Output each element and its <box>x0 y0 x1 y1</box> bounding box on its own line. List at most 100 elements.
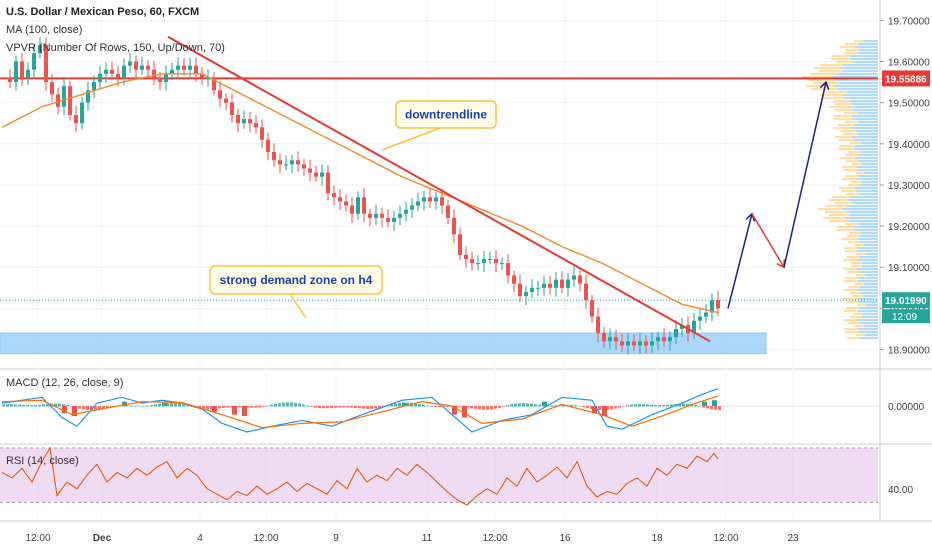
volume-profile-bar-up <box>848 214 878 217</box>
candle-body <box>470 259 474 264</box>
macd-histogram-bar <box>702 406 705 408</box>
macd-histogram-bar <box>18 404 21 407</box>
volume-profile-bar-up <box>856 238 878 241</box>
macd-histogram-bar <box>494 406 497 409</box>
volume-profile-bar-down <box>843 289 858 292</box>
volume-profile-bar-down <box>851 262 862 265</box>
volume-profile-bar-down <box>845 160 859 163</box>
macd-histogram-bar <box>530 403 533 407</box>
y-tick-label: 19.10000 <box>888 263 930 274</box>
volume-profile-bar-down <box>844 328 858 331</box>
macd-histogram-bar <box>278 403 281 407</box>
volume-profile-bar-up <box>851 127 878 130</box>
candle-body <box>596 316 600 334</box>
volume-profile-bar-up <box>858 307 878 310</box>
candle-body <box>68 86 72 115</box>
macd-histogram-bar <box>330 406 333 409</box>
macd-histogram-bar <box>206 406 209 410</box>
volume-profile-bar-up <box>857 280 878 283</box>
macd-histogram-bar <box>78 406 81 409</box>
volume-profile-bar-down <box>843 133 858 136</box>
candle-body <box>152 69 156 78</box>
macd-histogram-bar <box>618 406 621 408</box>
volume-profile-bar-down <box>834 202 852 205</box>
volume-profile-bar-up <box>853 229 878 232</box>
candle-body <box>614 337 618 342</box>
vpvr-legend[interactable]: VPVR (Number Of Rows, 150, Up/Down, 70) <box>6 42 225 54</box>
volume-profile-bar-up <box>856 166 878 169</box>
volume-profile-bar-up <box>865 304 878 307</box>
ma-legend[interactable]: MA (100, close) <box>6 24 83 36</box>
rsi-legend[interactable]: RSI (14, close) <box>6 455 79 467</box>
volume-profile-bar-down <box>847 337 860 340</box>
volume-profile-bar-down <box>821 97 844 100</box>
volume-profile-bar-down <box>820 94 844 97</box>
volume-profile-bar-down <box>845 154 859 157</box>
volume-profile-bar-down <box>838 148 855 151</box>
resistance-price-badge-bg <box>882 70 930 87</box>
macd-histogram-bar <box>290 402 293 407</box>
volume-profile-bar-down <box>837 229 854 232</box>
volume-profile-bar-down <box>844 121 859 124</box>
macd-histogram-bar <box>338 406 341 408</box>
projection-arrow <box>783 81 827 268</box>
candle-body <box>506 263 510 276</box>
macd-legend[interactable]: MACD (12, 26, close, 9) <box>6 377 124 389</box>
rsi-line <box>1 446 719 506</box>
x-tick-label: 18 <box>651 533 663 544</box>
volume-profile-bar-down <box>844 49 859 52</box>
volume-profile-bar-down <box>829 106 849 109</box>
candle-body <box>284 164 288 166</box>
macd-histogram-bar <box>434 406 437 407</box>
candle-body <box>338 197 342 202</box>
candle-body <box>50 82 54 95</box>
volume-profile-bar-up <box>846 205 878 208</box>
volume-profile-bar-down <box>805 85 835 88</box>
candle-body <box>476 263 480 265</box>
volume-profile-bar-up <box>860 151 878 154</box>
macd-histogram-bar <box>70 406 73 407</box>
volume-profile-bar-up <box>858 175 878 178</box>
candle-body <box>398 213 402 218</box>
volume-profile-bar-up <box>859 241 878 244</box>
countdown-badge-bg <box>882 309 930 324</box>
macd-histogram-bar <box>58 403 61 407</box>
y-tick-label: 18.90000 <box>888 346 930 357</box>
volume-profile-bar-down <box>836 226 854 229</box>
x-tick-label: 4 <box>197 533 203 544</box>
volume-profile-bar-down <box>825 205 847 208</box>
macd-histogram-bar <box>374 406 377 409</box>
x-tick-label: 9 <box>333 533 339 544</box>
macd-histogram-bar <box>86 406 89 410</box>
macd-histogram-bar <box>2 404 5 407</box>
macd-histogram-bar <box>270 404 273 407</box>
candle-body <box>134 61 138 70</box>
candle-body <box>200 73 204 78</box>
candle-body <box>98 73 102 83</box>
candle-body <box>188 65 192 70</box>
volume-profile-bar-up <box>860 232 878 235</box>
volume-profile-bar-down <box>834 136 853 139</box>
macd-histogram-bar <box>714 406 717 410</box>
volume-profile-bar-up <box>858 154 878 157</box>
volume-profile-bar-up <box>857 247 878 250</box>
volume-profile <box>802 40 878 340</box>
macd-histogram-bar <box>650 404 653 407</box>
volume-profile-bar-down <box>852 313 863 316</box>
macd-histogram-bar <box>334 406 337 408</box>
volume-profile-bar-down <box>848 184 861 187</box>
volume-profile-bar-down <box>851 163 863 166</box>
macd-histogram-bar <box>294 402 297 407</box>
candles <box>8 37 720 355</box>
volume-profile-bar-up <box>858 277 878 280</box>
x-tick-label: Dec <box>93 533 112 544</box>
candle-body <box>344 201 348 206</box>
macd-histogram-bar <box>534 404 537 407</box>
macd-histogram-bar <box>614 406 617 409</box>
rsi-level-label: 40.00 <box>888 485 913 496</box>
macd-histogram-bar <box>486 406 489 410</box>
macd-histogram-bar <box>606 406 609 410</box>
candle-body <box>242 119 246 124</box>
